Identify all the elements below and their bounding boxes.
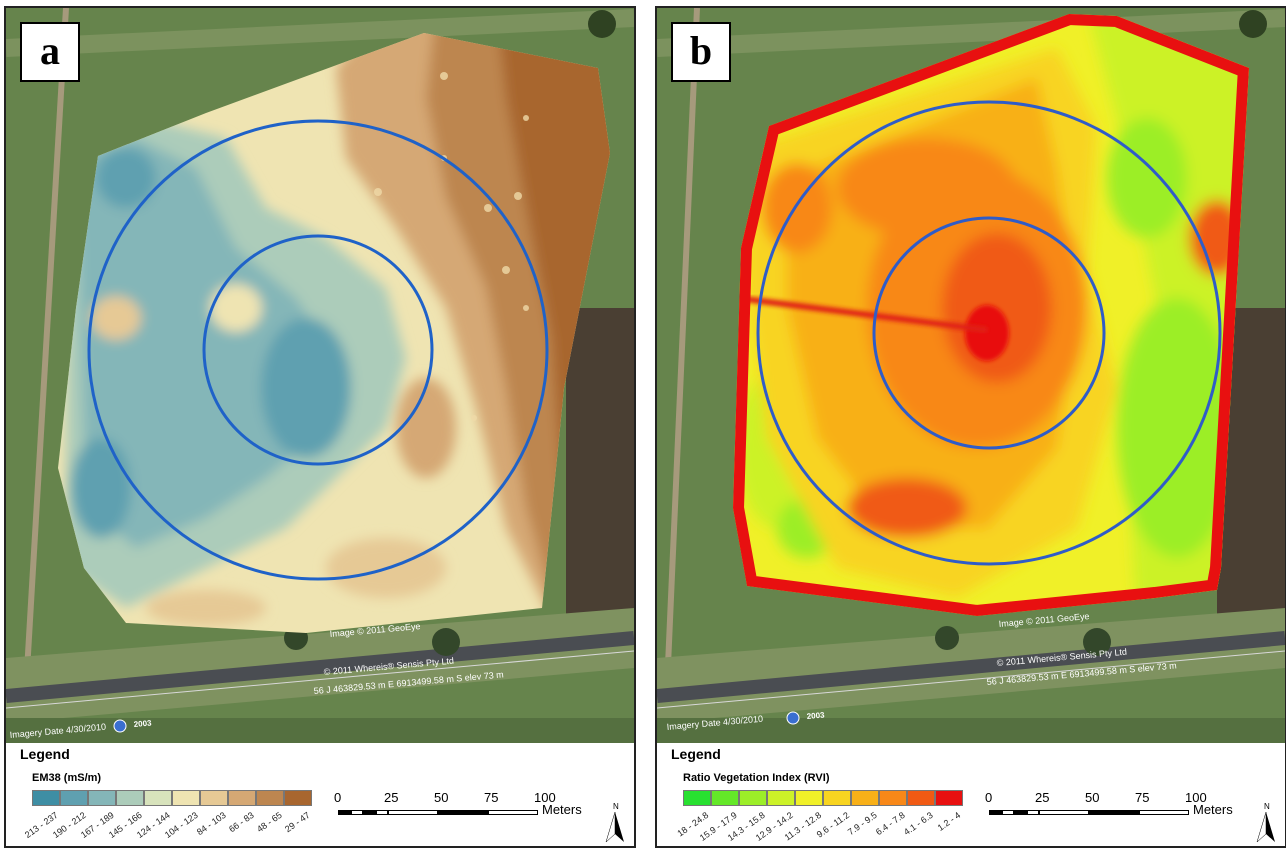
scale-tick-label: 100 xyxy=(1185,790,1207,805)
outer-ring xyxy=(87,119,549,581)
legend-swatch xyxy=(116,790,144,806)
scale-segment xyxy=(388,810,438,815)
legend-swatch xyxy=(935,790,963,806)
legend-swatch xyxy=(823,790,851,806)
north-label: N xyxy=(1264,802,1270,811)
scale-bar: 0 25 50 75 100 Meters xyxy=(334,790,582,830)
farm-track xyxy=(664,8,700,689)
legend-swatch xyxy=(683,790,711,806)
imagery-date-icon xyxy=(786,711,800,725)
legend-swatch xyxy=(172,790,200,806)
legend-class-label: 29 - 47 xyxy=(283,810,312,835)
scale-tick-label: 0 xyxy=(985,790,993,805)
legend-class-label: 1.2 - 4 xyxy=(936,810,963,833)
legend-title: Legend xyxy=(20,746,70,762)
scale-tick-label: 25 xyxy=(384,790,399,805)
scale-segment xyxy=(1026,810,1039,815)
scale-segment xyxy=(375,810,388,815)
scale-segment xyxy=(350,810,363,815)
legend-swatches: 18 - 24.8 15.9 - 17.9 14.3 - 15.8 12.9 - 14… xyxy=(676,790,963,843)
imagery-date-icon xyxy=(113,719,127,733)
scale-segment xyxy=(488,810,538,815)
legend-class-label: 4.1 - 6.3 xyxy=(901,810,935,838)
panel-b: Image © 2011 GeoEye © 2011 Whereis® Sens… xyxy=(655,6,1286,848)
scale-tick-label: 100 xyxy=(534,790,556,805)
scale-segment xyxy=(438,810,488,815)
inner-ring xyxy=(202,234,434,466)
legend-swatch xyxy=(144,790,172,806)
scale-tick-label: 25 xyxy=(1035,790,1050,805)
scale-tick-label: 50 xyxy=(434,790,449,805)
legend-swatch xyxy=(907,790,935,806)
road xyxy=(657,631,1285,703)
inner-ring xyxy=(872,216,1106,450)
scale-segment xyxy=(363,810,376,815)
scale-segment xyxy=(1139,810,1189,815)
ploughed-field xyxy=(566,308,634,638)
legend-class-label: 6.4 - 7.8 xyxy=(873,810,907,838)
panel-letter: b xyxy=(671,22,731,82)
legend-class-label: 66 - 83 xyxy=(227,810,256,835)
legend-class-label: 7.9 - 9.5 xyxy=(845,810,879,838)
legend-variable: Ratio Vegetation Index (RVI) xyxy=(683,772,830,784)
scale-tick-label: 50 xyxy=(1085,790,1100,805)
legend-class-label: 48 - 65 xyxy=(255,810,284,835)
imagery-year: 2003 xyxy=(806,710,825,721)
legend-swatch xyxy=(767,790,795,806)
em38-map: Image © 2011 GeoEye © 2011 Whereis® Sens… xyxy=(6,8,634,743)
scale-segment xyxy=(989,810,1002,815)
north-arrow-icon xyxy=(605,812,624,843)
scale-bar: 0 25 50 75 100 Meters xyxy=(985,790,1233,830)
panel-a: Image © 2011 GeoEye © 2011 Whereis® Sens… xyxy=(4,6,636,848)
legend-swatch xyxy=(284,790,312,806)
legend-swatch xyxy=(32,790,60,806)
scale-tick-label: 75 xyxy=(1135,790,1150,805)
rvi-map: Image © 2011 GeoEye © 2011 Whereis® Sens… xyxy=(657,8,1285,743)
road xyxy=(6,631,634,703)
legend-title: Legend xyxy=(671,746,721,762)
scale-segment xyxy=(338,810,351,815)
outer-ring xyxy=(756,100,1222,566)
rvi-field xyxy=(733,14,1249,616)
legend-swatch xyxy=(256,790,284,806)
north-arrow: N xyxy=(1255,802,1277,843)
scale-unit: Meters xyxy=(542,802,582,817)
legend-swatch xyxy=(228,790,256,806)
legend-swatch xyxy=(60,790,88,806)
scale-segment xyxy=(1001,810,1014,815)
scale-segment xyxy=(1014,810,1027,815)
drain-line xyxy=(736,295,988,333)
imagery-year: 2003 xyxy=(133,718,152,729)
scale-tick-label: 0 xyxy=(334,790,342,805)
legend-swatch xyxy=(88,790,116,806)
north-arrow-icon xyxy=(1256,812,1275,843)
farm-track xyxy=(23,8,69,689)
scale-unit: Meters xyxy=(1193,802,1233,817)
legend-variable: EM38 (mS/m) xyxy=(32,772,102,784)
legend-swatch xyxy=(200,790,228,806)
legend-swatch xyxy=(879,790,907,806)
scale-tick-label: 75 xyxy=(484,790,499,805)
north-arrow: N xyxy=(604,802,626,843)
legend-swatches: 213 - 237 190 - 212 167 - 189 145 - 166 124 … xyxy=(23,790,312,840)
legend-swatch xyxy=(739,790,767,806)
scale-segment xyxy=(1089,810,1139,815)
legend-swatch xyxy=(851,790,879,806)
legend-swatch xyxy=(711,790,739,806)
panel-letter: a xyxy=(20,22,80,82)
north-label: N xyxy=(613,802,619,811)
legend-class-label: 84 - 103 xyxy=(194,810,228,838)
legend-swatch xyxy=(795,790,823,806)
scale-segment xyxy=(1039,810,1089,815)
